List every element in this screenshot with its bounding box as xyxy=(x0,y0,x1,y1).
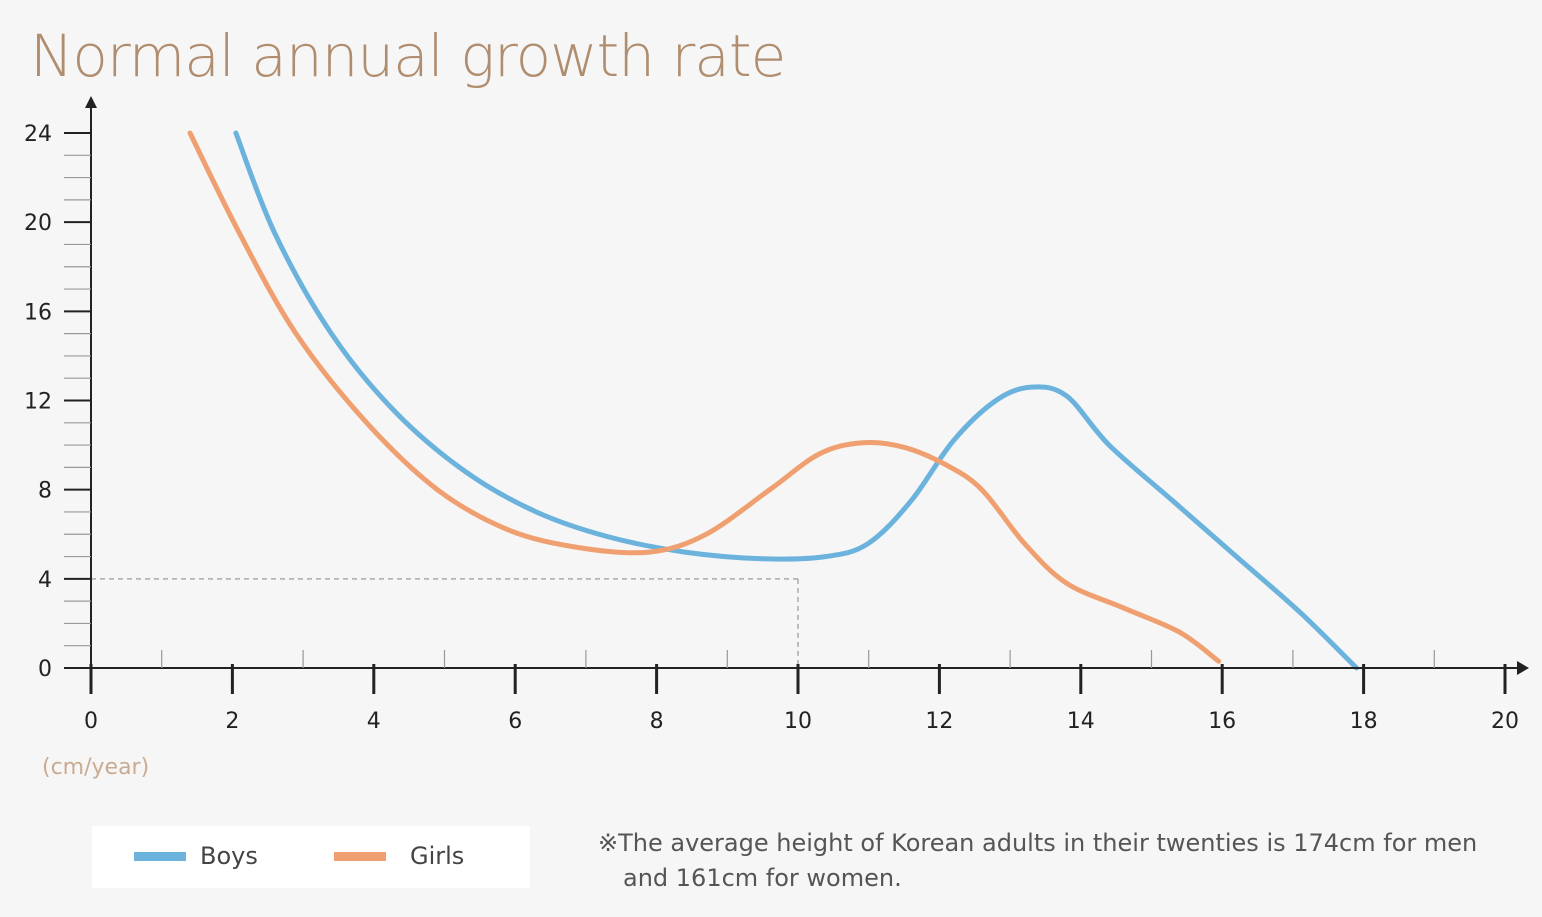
x-tick-label: 10 xyxy=(784,709,812,734)
x-tick-label: 12 xyxy=(925,709,953,734)
x-tick-label: 18 xyxy=(1350,709,1378,734)
x-tick-label: 20 xyxy=(1491,709,1519,734)
y-tick-label: 24 xyxy=(24,122,52,147)
x-axis-arrow xyxy=(1517,661,1529,675)
y-tick-label: 12 xyxy=(24,390,52,415)
x-tick-label: 2 xyxy=(225,709,239,734)
legend-item-boys: Boys xyxy=(134,842,258,870)
legend-label-girls: Girls xyxy=(410,842,465,870)
legend-label-boys: Boys xyxy=(200,842,258,870)
x-tick-label: 4 xyxy=(367,709,381,734)
footnote: ※The average height of Korean adults in … xyxy=(598,826,1478,896)
x-tick-label: 16 xyxy=(1208,709,1236,734)
footnote-line-2: and 161cm for women. xyxy=(623,864,902,892)
girls-swatch xyxy=(334,851,386,861)
y-tick-label: 4 xyxy=(38,568,52,593)
x-tick-label: 14 xyxy=(1067,709,1095,734)
legend-item-girls: Girls xyxy=(334,842,464,870)
y-axis-unit-label: (cm/year) xyxy=(42,755,150,780)
series-line-boys xyxy=(233,130,1359,671)
series-line-girls xyxy=(187,130,1222,664)
boys-swatch xyxy=(134,851,186,861)
legend: Boys Girls xyxy=(92,826,530,888)
y-tick-label: 20 xyxy=(24,211,52,236)
chart-title: Normal annual growth rate xyxy=(30,22,786,90)
y-tick-label: 8 xyxy=(38,479,52,504)
x-tick-label: 0 xyxy=(84,709,98,734)
y-tick-label: 0 xyxy=(38,657,52,682)
y-axis-arrow xyxy=(85,96,97,108)
x-tick-label: 6 xyxy=(508,709,522,734)
y-tick-label: 16 xyxy=(24,300,52,325)
footnote-line-1: ※The average height of Korean adults in … xyxy=(598,829,1478,857)
x-tick-label: 8 xyxy=(650,709,664,734)
